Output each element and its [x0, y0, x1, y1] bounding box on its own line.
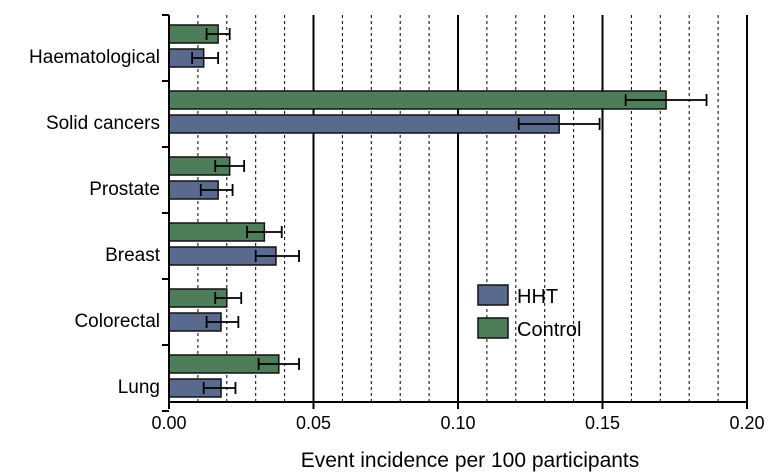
x-tick-label: 0.00 — [151, 413, 186, 433]
legend-swatch-hht — [477, 284, 509, 306]
legend-label-hht: HHT — [517, 286, 558, 308]
x-tick-label: 0.20 — [729, 413, 764, 433]
bar-control — [168, 90, 667, 110]
axes — [162, 14, 748, 412]
x-axis-title: Event incidence per 100 participants — [301, 449, 640, 472]
legend-swatch-control — [477, 317, 509, 339]
category-label: Solid cancers — [46, 113, 160, 134]
grid-lines — [197, 15, 748, 402]
x-tick-label: 0.10 — [440, 413, 475, 433]
x-tick-label: 0.05 — [296, 413, 331, 433]
legend-label-control: Control — [517, 319, 581, 341]
category-label: Lung — [118, 377, 160, 398]
category-label: Prostate — [89, 179, 160, 200]
axis-labels: 0.00 0.05 0.10 0.15 0.20 Haematological Solid … — [29, 47, 764, 433]
category-label: Haematological — [29, 47, 160, 68]
bar-hht — [168, 114, 560, 134]
category-label: Colorectal — [74, 311, 160, 332]
category-label: Breast — [105, 245, 161, 266]
bars — [168, 24, 708, 398]
legend: HHT Control — [477, 284, 581, 341]
x-tick-label: 0.15 — [585, 413, 620, 433]
